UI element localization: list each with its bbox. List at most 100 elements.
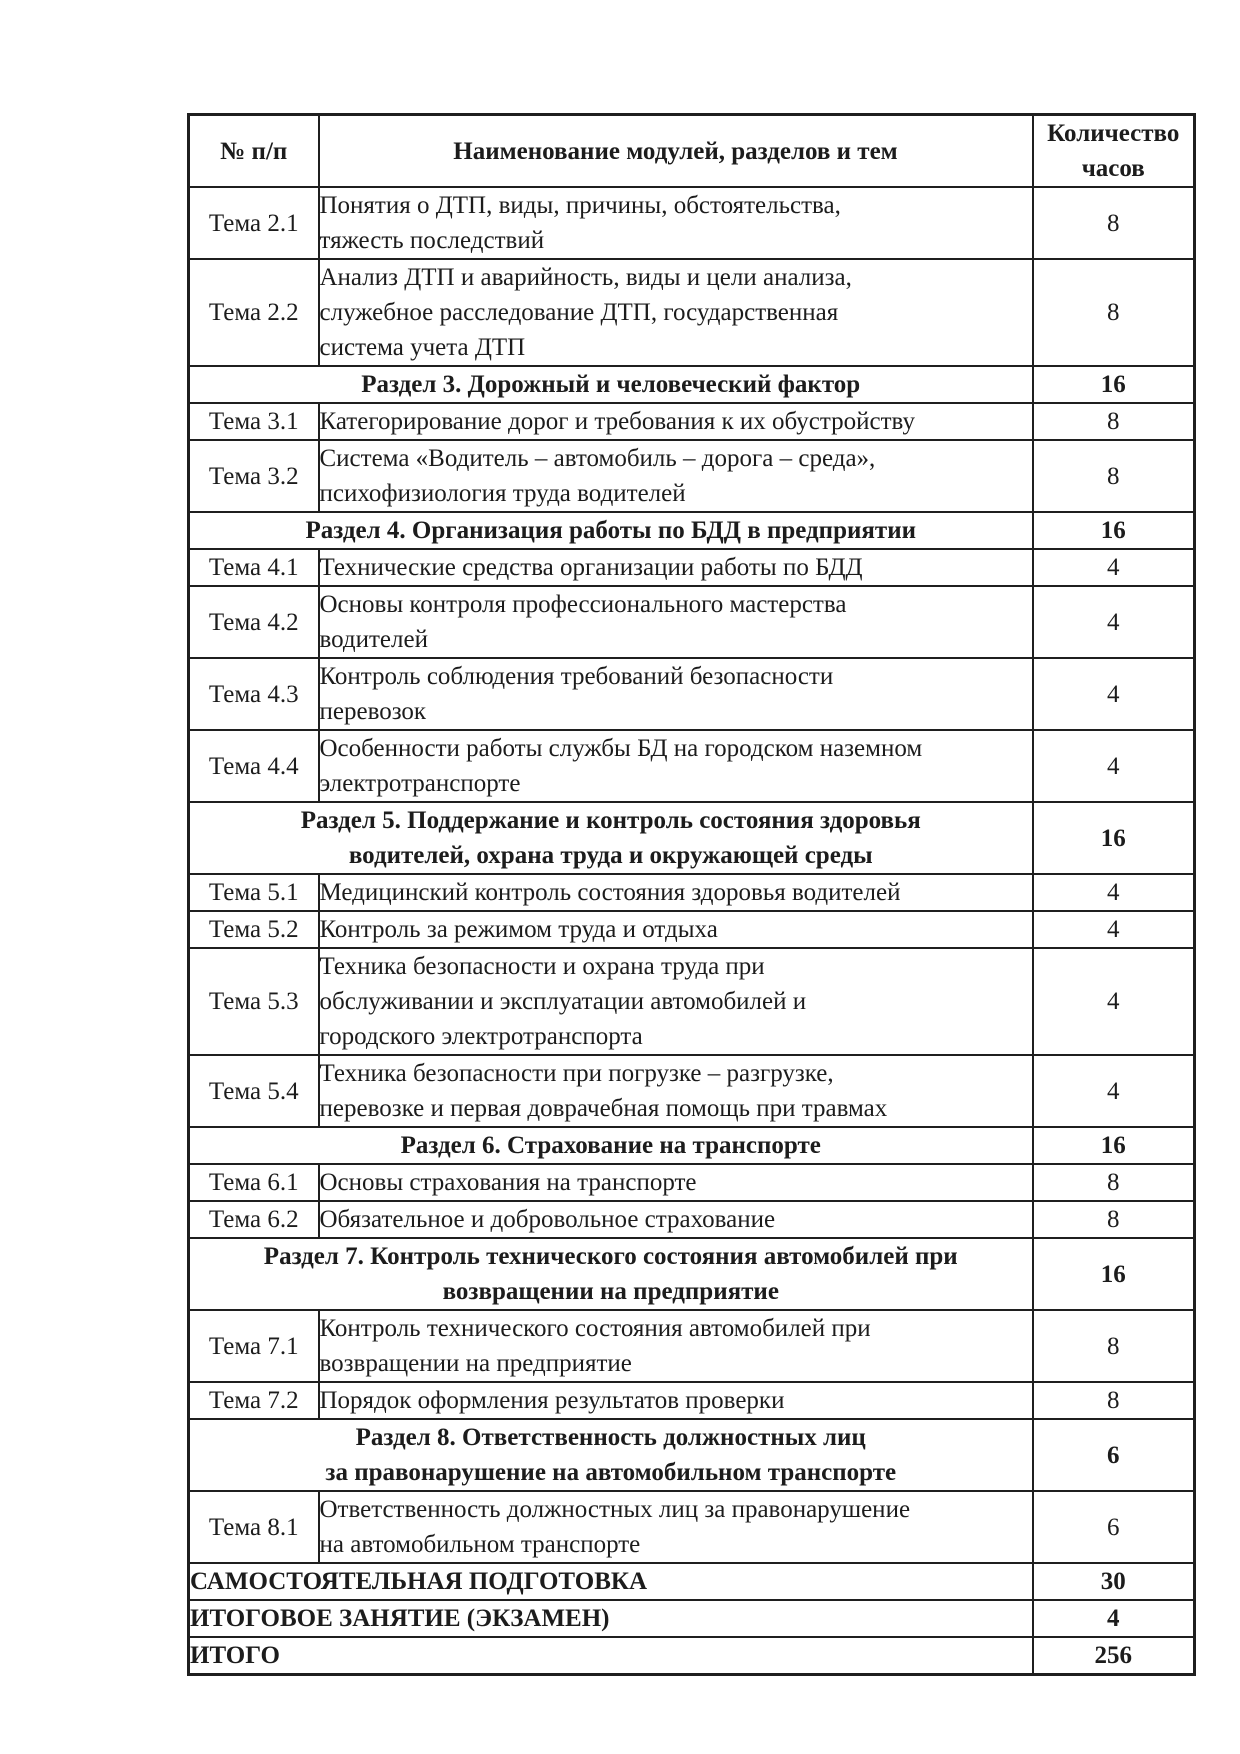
row-number-cell: Тема 7.2: [187, 1381, 320, 1420]
hours-cell: 256: [1031, 1636, 1196, 1676]
section-row: Раздел 4. Организация работы по БДД в пр…: [187, 511, 1196, 550]
section-row: Раздел 7. Контроль технического состояни…: [187, 1237, 1196, 1311]
total-row: ИТОГОВОЕ ЗАНЯТИЕ (ЭКЗАМЕН) 4: [187, 1599, 1196, 1638]
header-cell-hours: Количество часов: [1031, 113, 1196, 188]
row-title-cell: Техника безопасности и охрана труда при …: [317, 947, 1034, 1056]
table-row: Тема 4.4 Особенности работы службы БД на…: [187, 729, 1196, 803]
section-row: Раздел 5. Поддержание и контроль состоян…: [187, 801, 1196, 875]
hours-cell: 16: [1031, 511, 1196, 550]
hours-cell: 4: [1031, 910, 1196, 949]
row-title-cell: Контроль технического состояния автомоби…: [317, 1309, 1034, 1383]
row-number-cell: Тема 5.4: [187, 1054, 320, 1128]
row-title-cell: Анализ ДТП и аварийность, виды и цели ан…: [317, 258, 1034, 367]
table-row: Тема 5.3 Техника безопасности и охрана т…: [187, 947, 1196, 1056]
hours-cell: 16: [1031, 1237, 1196, 1311]
section-title-cell: Раздел 8. Ответственность должностных ли…: [187, 1418, 1034, 1492]
hours-cell: 4: [1031, 729, 1196, 803]
table-row: Тема 7.2 Порядок оформления результатов …: [187, 1381, 1196, 1420]
row-number-cell: Тема 4.2: [187, 585, 320, 659]
row-title-cell: Категорирование дорог и требования к их …: [317, 402, 1034, 441]
total-label-cell: САМОСТОЯТЕЛЬНАЯ ПОДГОТОВКА: [187, 1562, 1034, 1601]
row-title-cell: Понятия о ДТП, виды, причины, обстоятель…: [317, 186, 1034, 260]
section-title-cell: Раздел 7. Контроль технического состояни…: [187, 1237, 1034, 1311]
row-number-cell: Тема 4.4: [187, 729, 320, 803]
row-title-cell: Контроль соблюдения требований безопасно…: [317, 657, 1034, 731]
row-number-cell: Тема 3.2: [187, 439, 320, 513]
total-row: ИТОГО 256: [187, 1636, 1196, 1676]
hours-cell: 4: [1031, 873, 1196, 912]
row-number-cell: Тема 2.2: [187, 258, 320, 367]
table-row: Тема 4.2 Основы контроля профессионально…: [187, 585, 1196, 659]
row-number-cell: Тема 2.1: [187, 186, 320, 260]
row-number-cell: Тема 4.1: [187, 548, 320, 587]
table-row: Тема 2.2 Анализ ДТП и аварийность, виды …: [187, 258, 1196, 367]
table-row: Тема 5.2 Контроль за режимом труда и отд…: [187, 910, 1196, 949]
table-row: Тема 8.1 Ответственность должностных лиц…: [187, 1490, 1196, 1564]
hours-cell: 8: [1031, 1163, 1196, 1202]
hours-cell: 30: [1031, 1562, 1196, 1601]
hours-cell: 8: [1031, 1309, 1196, 1383]
hours-cell: 8: [1031, 402, 1196, 441]
table-row: Тема 2.1 Понятия о ДТП, виды, причины, о…: [187, 186, 1196, 260]
hours-cell: 4: [1031, 947, 1196, 1056]
section-row: Раздел 3. Дорожный и человеческий фактор…: [187, 365, 1196, 404]
table-row: Тема 6.1 Основы страхования на транспорт…: [187, 1163, 1196, 1202]
row-title-cell: Техника безопасности при погрузке – разг…: [317, 1054, 1034, 1128]
section-title-cell: Раздел 3. Дорожный и человеческий фактор: [187, 365, 1034, 404]
table-row: Тема 5.1 Медицинский контроль состояния …: [187, 873, 1196, 912]
row-number-cell: Тема 6.1: [187, 1163, 320, 1202]
row-title-cell: Порядок оформления результатов проверки: [317, 1381, 1034, 1420]
hours-cell: 8: [1031, 258, 1196, 367]
row-title-cell: Технические средства организации работы …: [317, 548, 1034, 587]
row-title-cell: Особенности работы службы БД на городско…: [317, 729, 1034, 803]
total-label-cell: ИТОГО: [187, 1636, 1034, 1676]
hours-cell: 4: [1031, 1054, 1196, 1128]
curriculum-table: № п/п Наименование модулей, разделов и т…: [187, 113, 1196, 1676]
row-number-cell: Тема 4.3: [187, 657, 320, 731]
section-row: Раздел 8. Ответственность должностных ли…: [187, 1418, 1196, 1492]
table-row: Тема 7.1 Контроль технического состояния…: [187, 1309, 1196, 1383]
total-row: САМОСТОЯТЕЛЬНАЯ ПОДГОТОВКА 30: [187, 1562, 1196, 1601]
table-row: Тема 4.1 Технические средства организаци…: [187, 548, 1196, 587]
section-row: Раздел 6. Страхование на транспорте 16: [187, 1126, 1196, 1165]
hours-cell: 6: [1031, 1490, 1196, 1564]
hours-cell: 4: [1031, 657, 1196, 731]
header-cell-title: Наименование модулей, разделов и тем: [317, 113, 1034, 188]
row-number-cell: Тема 7.1: [187, 1309, 320, 1383]
section-title-cell: Раздел 4. Организация работы по БДД в пр…: [187, 511, 1034, 550]
table-row: Тема 3.1 Категорирование дорог и требова…: [187, 402, 1196, 441]
hours-cell: 4: [1031, 585, 1196, 659]
row-title-cell: Основы страхования на транспорте: [317, 1163, 1034, 1202]
row-title-cell: Контроль за режимом труда и отдыха: [317, 910, 1034, 949]
table-row: Тема 6.2 Обязательное и добровольное стр…: [187, 1200, 1196, 1239]
table-header-row: № п/п Наименование модулей, разделов и т…: [187, 113, 1196, 188]
row-title-cell: Обязательное и добровольное страхование: [317, 1200, 1034, 1239]
section-title-cell: Раздел 5. Поддержание и контроль состоян…: [187, 801, 1034, 875]
row-title-cell: Медицинский контроль состояния здоровья …: [317, 873, 1034, 912]
hours-cell: 8: [1031, 1200, 1196, 1239]
hours-cell: 4: [1031, 1599, 1196, 1638]
row-number-cell: Тема 8.1: [187, 1490, 320, 1564]
hours-cell: 4: [1031, 548, 1196, 587]
hours-cell: 16: [1031, 1126, 1196, 1165]
hours-cell: 8: [1031, 439, 1196, 513]
row-number-cell: Тема 3.1: [187, 402, 320, 441]
total-label-cell: ИТОГОВОЕ ЗАНЯТИЕ (ЭКЗАМЕН): [187, 1599, 1034, 1638]
row-number-cell: Тема 5.2: [187, 910, 320, 949]
hours-cell: 6: [1031, 1418, 1196, 1492]
section-title-cell: Раздел 6. Страхование на транспорте: [187, 1126, 1034, 1165]
hours-cell: 8: [1031, 186, 1196, 260]
row-title-cell: Основы контроля профессионального мастер…: [317, 585, 1034, 659]
row-title-cell: Ответственность должностных лиц за право…: [317, 1490, 1034, 1564]
hours-cell: 8: [1031, 1381, 1196, 1420]
row-title-cell: Система «Водитель – автомобиль – дорога …: [317, 439, 1034, 513]
header-cell-number: № п/п: [187, 113, 320, 188]
hours-cell: 16: [1031, 801, 1196, 875]
row-number-cell: Тема 5.3: [187, 947, 320, 1056]
table-row: Тема 5.4 Техника безопасности при погруз…: [187, 1054, 1196, 1128]
row-number-cell: Тема 6.2: [187, 1200, 320, 1239]
table-row: Тема 3.2 Система «Водитель – автомобиль …: [187, 439, 1196, 513]
table-row: Тема 4.3 Контроль соблюдения требований …: [187, 657, 1196, 731]
hours-cell: 16: [1031, 365, 1196, 404]
